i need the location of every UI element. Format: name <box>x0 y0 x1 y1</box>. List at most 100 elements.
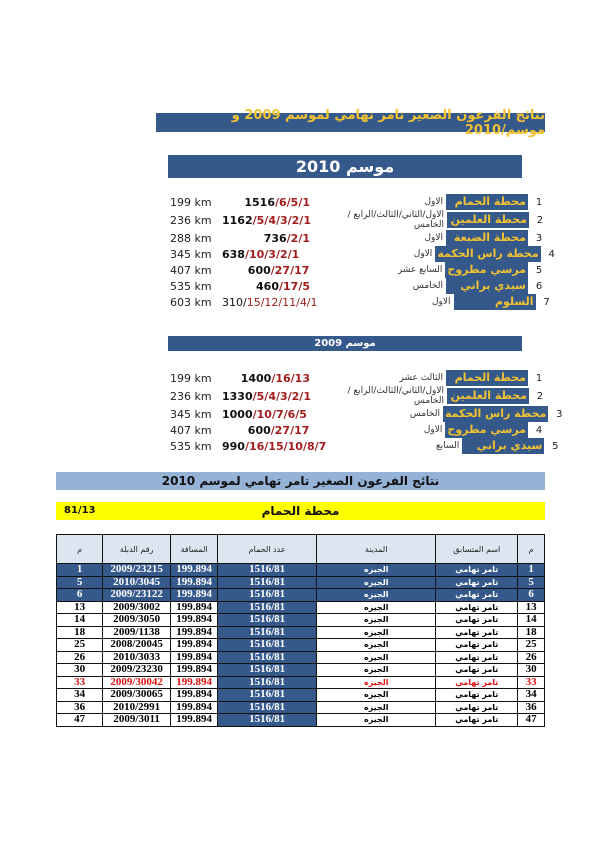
positions: /10/7/6/5 <box>252 407 307 421</box>
position-cell: 47 <box>517 713 545 727</box>
name-cell: تامر تهامي <box>435 575 519 589</box>
total-birds: 1000 <box>222 407 253 421</box>
table-row: 25 تامر تهامي الجيزه 1516/81 199.894 2008/200… <box>55 638 545 652</box>
ring-positions: 600/27/17 <box>222 424 317 437</box>
station-name: سيدي براني <box>446 278 528 294</box>
ring-positions: 1400/16/13 <box>222 372 318 385</box>
table-row: 6 تامر تهامي الجيزه 1516/81 199.894 2009/2312… <box>55 588 545 602</box>
results-table: م اسم المتسابق المدينة عدد الحمام المسافة رقم… <box>55 534 545 727</box>
rank-text: السابع عشر <box>397 265 443 275</box>
name-cell: تامر تهامي <box>435 663 519 677</box>
station-name: محطة راس الحكمة <box>435 246 541 262</box>
station-row: 236 km 1330/5/4/3/2/1 الاول/الثاني/الثالث/… <box>150 386 550 406</box>
dist-cell: 199.894 <box>170 625 219 639</box>
ring-cell: 2008/20045 <box>102 638 172 652</box>
dist-cell: 199.894 <box>170 688 219 702</box>
ring-positions: 600/27/17 <box>222 264 317 277</box>
ring-positions: 460/17/5 <box>222 280 318 293</box>
ring-positions: 638/10/3/2/1 <box>222 248 307 261</box>
ring-cell: 2009/23215 <box>102 563 172 577</box>
rank-text: الاول <box>431 297 451 307</box>
column-header: م <box>55 534 104 564</box>
dist-cell: 199.894 <box>170 600 219 614</box>
dist-cell: 199.894 <box>170 563 219 577</box>
row-number: 7 <box>543 296 550 308</box>
total-birds: 600 <box>247 263 271 277</box>
birds-cell: 1516/81 <box>217 625 318 639</box>
ring-cell: 2009/3002 <box>102 600 172 614</box>
position-cell-left: 1 <box>55 563 104 577</box>
season-2010-list: 199 km 1516/6/5/1 الاول محطة الحمام 1 236 km 1… <box>150 194 555 310</box>
distance-km: 199 km <box>170 195 212 209</box>
total-birds: 1400 <box>240 371 272 385</box>
city-cell: الجيزه <box>316 650 437 664</box>
name-cell: تامر تهامي <box>435 613 519 627</box>
station-name: محطة الضبعة <box>446 230 528 246</box>
total-birds: 1516 <box>244 195 275 209</box>
rank-text: الخامس <box>412 281 443 291</box>
row-number: 1 <box>535 372 543 384</box>
position-cell-left: 34 <box>55 688 104 702</box>
city-cell: الجيزه <box>316 625 437 639</box>
distance-km: 407 km <box>170 423 212 437</box>
positions: /10/3/2/1 <box>244 247 300 261</box>
dist-cell: 199.894 <box>170 575 219 589</box>
dist-cell: 199.894 <box>170 675 219 689</box>
column-header: المسافة <box>170 534 219 564</box>
positions: /27/17 <box>270 263 310 277</box>
city-cell: الجيزه <box>316 588 437 602</box>
dist-cell: 199.894 <box>170 700 219 714</box>
birds-cell: 1516/81 <box>217 563 318 577</box>
position-cell: 13 <box>517 600 545 614</box>
name-cell: تامر تهامي <box>435 713 519 727</box>
total-birds: 1162 <box>222 213 253 227</box>
position-cell-left: 6 <box>55 588 104 602</box>
ring-positions: 1162/5/4/3/2/1 <box>222 214 319 227</box>
row-number: 6 <box>535 280 543 292</box>
total-birds: 990 <box>222 439 245 453</box>
position-cell-left: 33 <box>55 675 104 689</box>
station-name: محطة العلمين <box>446 212 529 228</box>
name-cell: تامر تهامي <box>435 700 519 714</box>
dist-cell: 199.894 <box>170 613 219 627</box>
distance-km: 345 km <box>170 407 212 421</box>
row-number: 2 <box>536 390 544 402</box>
station-name: السلوم <box>453 294 536 310</box>
table-row: 18 تامر تهامي الجيزه 1516/81 199.894 2009/113… <box>55 625 545 639</box>
birds-cell: 1516/81 <box>217 650 318 664</box>
positions: /16/13 <box>271 371 310 385</box>
total-birds: 460 <box>256 279 279 293</box>
column-header: م <box>517 534 545 564</box>
header-row: م اسم المتسابق المدينة عدد الحمام المسافة رقم… <box>55 534 545 564</box>
total-birds: 600 <box>247 423 271 437</box>
position-cell: 5 <box>517 575 545 589</box>
city-cell: الجيزه <box>316 700 437 714</box>
name-cell: تامر تهامي <box>435 675 519 689</box>
station-name: محطة الحمام <box>446 370 528 386</box>
station-row: 603 km 310/15/12/11/4/1 الاول السلوم 7 <box>150 294 550 310</box>
table-row: 30 تامر تهامي الجيزه 1516/81 199.894 2009/232… <box>55 663 545 677</box>
name-cell: تامر تهامي <box>435 688 519 702</box>
ring-cell: 2009/30065 <box>102 688 172 702</box>
table-row: 47 تامر تهامي الجيزه 1516/81 199.894 2009/301… <box>55 713 545 727</box>
table-row: 5 تامر تهامي الجيزه 1516/81 199.894 2010/3045… <box>55 575 545 589</box>
station-row: 199 km 1516/6/5/1 الاول محطة الحمام 1 <box>150 194 550 210</box>
city-cell: الجيزه <box>316 575 437 589</box>
position-cell: 18 <box>517 625 545 639</box>
row-number: 3 <box>556 408 563 420</box>
dist-cell: 199.894 <box>170 638 219 652</box>
distance-km: 236 km <box>170 389 212 403</box>
city-cell: الجيزه <box>316 713 437 727</box>
station-row: 236 km 1162/5/4/3/2/1 الاول/الثاني/الثالث/… <box>150 210 550 230</box>
ring-cell: 2009/1138 <box>102 625 172 639</box>
position-cell-left: 18 <box>55 625 104 639</box>
distance-km: 288 km <box>170 231 212 245</box>
dist-cell: 199.894 <box>170 663 219 677</box>
birds-cell: 1516/81 <box>217 638 318 652</box>
position-cell-left: 13 <box>55 600 104 614</box>
birds-cell: 1516/81 <box>217 613 318 627</box>
birds-cell: 1516/81 <box>217 700 318 714</box>
rank-text: الاول <box>423 425 443 435</box>
column-header: المدينة <box>316 534 437 564</box>
ring-cell: 2009/23230 <box>102 663 172 677</box>
